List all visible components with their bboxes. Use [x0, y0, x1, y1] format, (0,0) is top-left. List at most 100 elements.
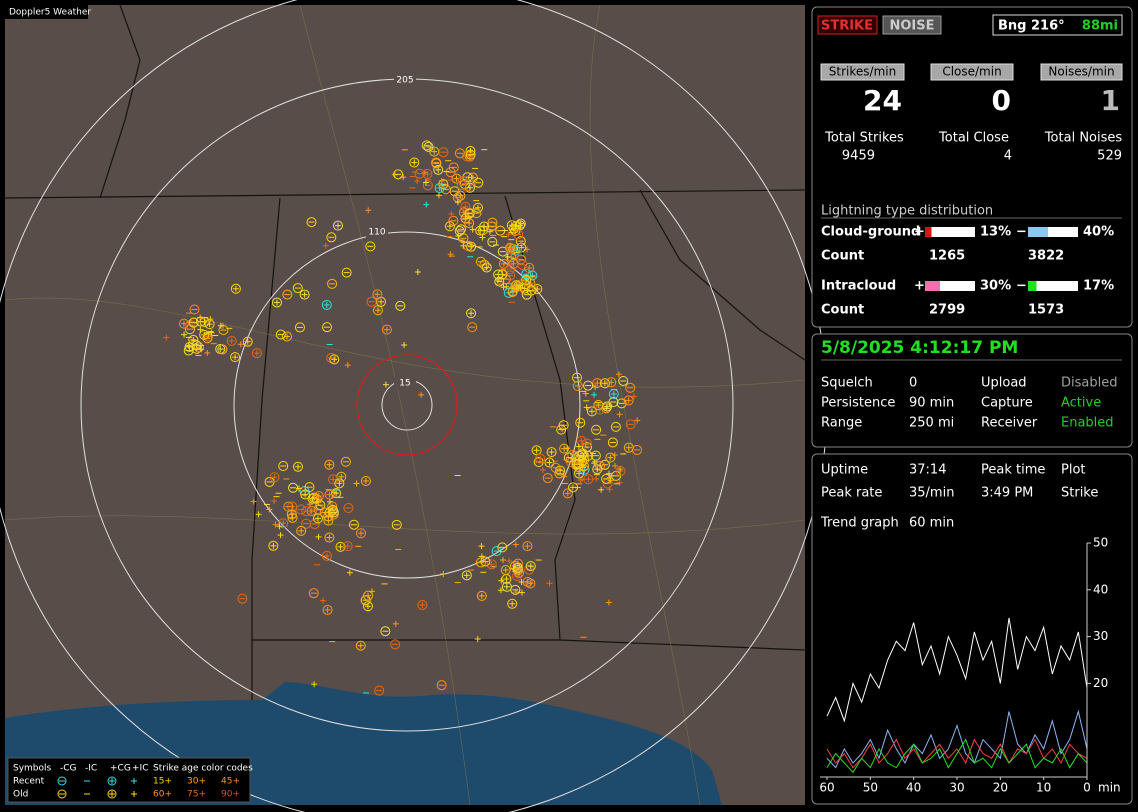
total-value: 4	[1004, 149, 1012, 164]
strike-ring	[438, 179, 449, 190]
strike-ring	[327, 278, 338, 289]
x-tick-label: 0	[1083, 781, 1091, 795]
strike-ring	[299, 289, 310, 300]
sign: +	[914, 225, 925, 240]
strike-ring	[309, 519, 320, 530]
legend-age: 75+	[187, 790, 206, 800]
stats-text: Trend graph	[820, 516, 899, 531]
strike-ring	[516, 242, 527, 253]
status-text: Squelch	[821, 376, 873, 391]
rate-header: Noises/min	[1048, 65, 1114, 79]
percent: 30%	[980, 279, 1011, 294]
sign: +	[914, 279, 925, 294]
legend-header: +IC	[132, 764, 148, 774]
strike-ring	[230, 283, 241, 294]
bar-track	[925, 227, 975, 237]
strike-ring	[526, 285, 537, 296]
strike-ring	[623, 395, 634, 406]
strike-ring	[497, 269, 508, 280]
strike-ring	[608, 389, 619, 400]
total-label: Total Close	[938, 131, 1009, 146]
strike-ring	[269, 472, 280, 483]
strike-ring	[593, 400, 604, 411]
close-ring	[356, 354, 458, 456]
y-tick-label: 40	[1093, 582, 1108, 596]
strike-ring	[323, 515, 334, 526]
x-tick-label: 50	[863, 781, 878, 795]
strike-ring	[574, 450, 585, 461]
strike-ring	[308, 588, 319, 599]
strike-ring	[326, 232, 337, 243]
legend-header: Strike age color codes	[153, 764, 253, 774]
strike-ring	[251, 348, 262, 359]
legend-age: 90+	[221, 790, 240, 800]
strike-ring	[431, 158, 442, 169]
rate-header: Close/min	[942, 65, 1001, 79]
rate-header: Strikes/min	[829, 65, 896, 79]
distribution-title: Lightning type distribution	[821, 204, 993, 219]
strike-ring	[606, 377, 617, 388]
type-label: Cloud-ground	[821, 225, 920, 240]
strike-ring	[422, 168, 433, 179]
strike-ring	[513, 567, 524, 578]
strike-ring	[332, 220, 343, 231]
strike-ring	[501, 581, 512, 592]
noise-label[interactable]: NOISE	[889, 19, 934, 34]
strike-ring	[486, 559, 497, 570]
strike-ring	[438, 147, 449, 158]
strike-ring	[575, 417, 586, 428]
stats-text: Uptime	[821, 463, 868, 478]
strike-ring	[535, 453, 546, 464]
noise-button[interactable]	[882, 15, 942, 35]
strike-ring	[475, 225, 486, 236]
strike-ring	[592, 464, 603, 475]
legend	[7, 757, 251, 803]
strike-ring	[576, 435, 587, 446]
strike-ring	[465, 149, 476, 160]
strike-ring	[185, 319, 196, 330]
strike-ring	[372, 305, 383, 316]
strike-ring	[554, 468, 565, 479]
strike-ring	[531, 445, 542, 456]
strike-ring	[343, 503, 354, 514]
stats-text: 3:49 PM	[981, 486, 1033, 501]
strike-ring	[360, 475, 371, 486]
strike-ring	[454, 148, 465, 159]
strike-button[interactable]	[817, 15, 878, 35]
strike-ring	[414, 168, 425, 179]
strike-ring	[355, 640, 366, 651]
bar-fill	[925, 281, 940, 291]
strike-ring	[522, 541, 533, 552]
strike-ring	[178, 318, 189, 329]
legend-header: -IC	[85, 764, 97, 774]
status-text: Active	[1061, 396, 1101, 411]
strike-ring	[191, 340, 202, 351]
strike-ring	[625, 382, 636, 393]
strike-ring	[498, 258, 509, 269]
strike-ring	[275, 329, 286, 340]
strike-ring	[301, 506, 312, 517]
ring-label: 110	[368, 228, 385, 238]
state-borders	[4, 4, 806, 700]
strike-ring	[466, 241, 477, 252]
strike-ring	[616, 398, 627, 409]
strike-ring	[188, 317, 199, 328]
x-unit: min	[1098, 781, 1121, 795]
strike-ring	[381, 324, 392, 335]
strike-ring	[372, 289, 383, 300]
strike-ring	[348, 519, 359, 530]
strike-ring	[278, 461, 289, 472]
strike-ring	[507, 598, 518, 609]
strike-ring	[334, 478, 345, 489]
strike-label[interactable]: STRIKE	[821, 19, 873, 34]
strike-ring	[500, 564, 511, 575]
x-tick-label: 20	[993, 781, 1008, 795]
status-text: Disabled	[1061, 376, 1117, 391]
strike-ring	[341, 267, 352, 278]
legend-age: 60+	[153, 790, 172, 800]
strike-ring	[365, 241, 376, 252]
strike-ring	[322, 322, 333, 333]
sign: −	[1016, 225, 1027, 240]
status-text: 0	[909, 376, 917, 391]
strike-ring	[510, 584, 521, 595]
